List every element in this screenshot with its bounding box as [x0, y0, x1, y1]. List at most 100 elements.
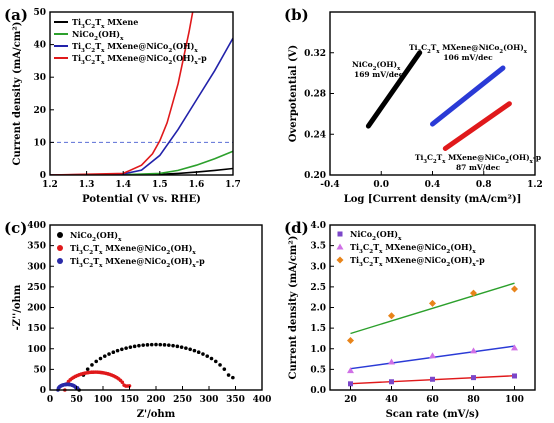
- y-tick-label: 0.20: [304, 171, 326, 181]
- x-tick-label: 0.0: [373, 180, 389, 190]
- slope-annotation-value: 87 mV/dec: [456, 163, 501, 172]
- x-tick-label: 100: [94, 395, 113, 405]
- nyquist-point-0: [145, 343, 150, 347]
- nyquist-point-0: [124, 346, 128, 350]
- nyquist-point-0: [184, 346, 188, 350]
- panel-label: (a): [4, 6, 28, 24]
- y-tick-label: 0.32: [304, 49, 326, 59]
- panel-label: (c): [4, 219, 27, 237]
- tafel-line-0: [365, 50, 423, 129]
- slope-annotation-value: 169 mV/dec: [354, 70, 404, 79]
- data-point-1: [388, 358, 395, 365]
- tafel-line-2: [442, 101, 512, 151]
- nyquist-point-0: [111, 350, 116, 355]
- legend-marker: [57, 232, 63, 238]
- x-tick-label: 80: [467, 395, 480, 405]
- y-tick-label: 150: [27, 324, 46, 334]
- nyquist-point-0: [120, 347, 124, 352]
- y-tick-label: 1.5: [310, 324, 326, 334]
- nyquist-point-0: [175, 344, 180, 349]
- data-point-1: [511, 344, 518, 351]
- x-tick-label: 20: [344, 395, 357, 405]
- nyquist-point-0: [162, 343, 167, 347]
- y-tick-label: 350: [27, 242, 46, 252]
- legend-marker: [57, 258, 63, 264]
- y-axis-label: -Z''/ohm: [12, 284, 23, 330]
- nyquist-point-0: [94, 359, 99, 364]
- y-tick-label: 3.0: [310, 262, 326, 272]
- nyquist-point-0: [205, 354, 210, 358]
- y-tick-label: 2.5: [310, 283, 326, 293]
- slope-annotation-value: 106 mV/dec: [443, 53, 493, 62]
- legend-marker: [57, 245, 63, 251]
- legend-label: NiCo2(OH)x: [72, 29, 124, 42]
- y-tick-label: 300: [27, 262, 46, 272]
- x-tick-label: 1.6: [189, 180, 205, 190]
- legend-marker: [337, 231, 343, 237]
- x-tick-label: 350: [226, 395, 245, 405]
- y-tick-label: 10: [33, 138, 46, 148]
- plot-frame: [329, 11, 536, 176]
- y-tick-label: 50: [33, 8, 46, 18]
- x-tick-label: 400: [253, 395, 272, 405]
- data-point-2: [429, 299, 436, 307]
- nyquist-point-0: [158, 342, 163, 347]
- y-axis-label: Overpotential (V): [288, 45, 299, 142]
- y-tick-label: 0: [40, 171, 46, 181]
- y-tick-label: 30: [33, 73, 46, 83]
- nyquist-point-0: [209, 356, 214, 361]
- y-tick-label: 0: [40, 386, 46, 396]
- data-point-2: [347, 337, 354, 344]
- x-tick-label: 1.5: [152, 180, 168, 190]
- y-tick-label: 0.28: [304, 90, 326, 100]
- nyquist-point-0: [107, 352, 111, 356]
- data-point-1: [347, 367, 354, 374]
- x-tick-label: 1.2: [527, 180, 543, 190]
- x-tick-label: 40: [385, 395, 398, 405]
- y-tick-label: 4.0: [310, 221, 326, 231]
- y-tick-label: 20: [33, 106, 46, 116]
- chart-b: -0.4 0.0 0.4 0.8 1.2 0.20 0.24 0.28 0.32 (b) Log […: [284, 6, 543, 205]
- nyquist-point-0: [128, 345, 133, 349]
- nyquist-point-0: [179, 345, 184, 349]
- data-point-0: [389, 379, 394, 385]
- x-tick-label: 100: [505, 395, 524, 405]
- data-point-0: [471, 375, 476, 381]
- nyquist-point-0: [115, 348, 120, 353]
- nyquist-point-0: [149, 342, 154, 347]
- nyquist-point-1: [127, 384, 132, 388]
- nyquist-point-0: [141, 343, 145, 347]
- legend-label: Ti3C2Tx MXene@NiCo2(OH)x: [72, 41, 198, 54]
- data-point-0: [512, 373, 517, 379]
- x-tick-label: 200: [147, 395, 166, 405]
- nyquist-point-0: [98, 356, 103, 361]
- nyquist-point-0: [90, 363, 94, 367]
- x-tick-label: 60: [426, 395, 439, 405]
- nyquist-point-0: [222, 367, 227, 371]
- y-tick-label: 400: [27, 221, 46, 231]
- data-point-1: [429, 352, 436, 359]
- slope-annotation-label: Ti3C2Tx MXene@NiCo2(OH)x: [409, 43, 528, 55]
- y-tick-label: 2.0: [310, 304, 326, 314]
- y-tick-label: 100: [27, 345, 46, 355]
- nyquist-point-0: [213, 359, 218, 364]
- data-point-0: [430, 376, 435, 382]
- fit-line-2: [350, 282, 515, 335]
- y-tick-label: 40: [33, 41, 46, 51]
- panel-label: (d): [284, 219, 309, 237]
- tafel-line-1: [430, 65, 506, 127]
- nyquist-point-0: [85, 367, 90, 371]
- x-tick-label: 1.2: [42, 180, 58, 190]
- x-tick-label: 1.3: [79, 180, 95, 190]
- y-tick-label: 200: [27, 304, 46, 314]
- nyquist-point-0: [132, 344, 137, 349]
- slope-annotation-label: NiCo2(OH)x: [352, 60, 401, 72]
- nyquist-point-0: [196, 350, 201, 355]
- x-tick-label: 0: [47, 395, 53, 405]
- series-line-2: [50, 37, 233, 175]
- x-axis-label: Potential (V vs. RHE): [82, 194, 201, 205]
- nyquist-point-0: [154, 342, 158, 347]
- y-tick-label: 50: [33, 365, 46, 375]
- data-point-2: [470, 289, 477, 297]
- legend-label: Ti3C2Tx MXene@NiCo2(OH)x-p: [70, 256, 205, 269]
